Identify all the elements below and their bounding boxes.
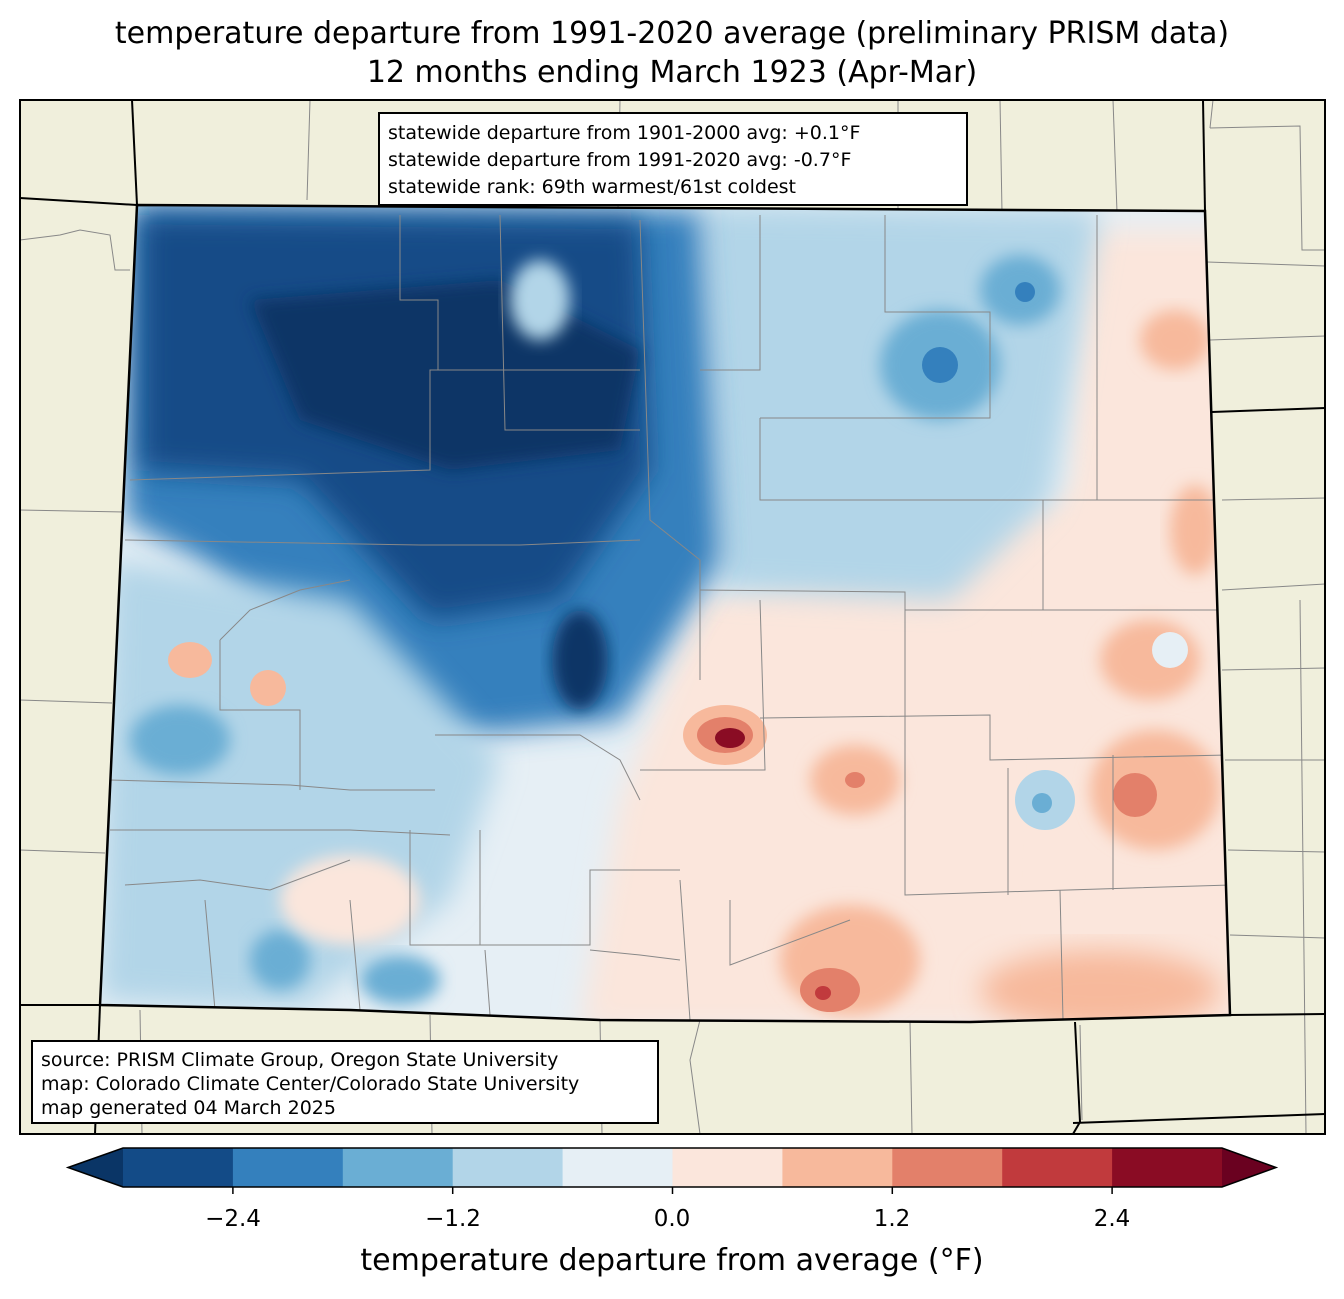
colorbar-tick: −2.4	[205, 1206, 261, 1232]
colorbar-bin	[342, 1148, 454, 1187]
state-border	[98, 203, 1232, 1024]
colorbar-outline	[65, 1147, 1279, 1188]
stats-line-1901-2000: statewide departure from 1901-2000 avg: …	[388, 122, 861, 144]
colorbar-bin	[123, 1148, 234, 1187]
colorbar-over-arrow	[1222, 1148, 1276, 1187]
colorbar-bin	[782, 1148, 893, 1187]
county-lines	[109, 214, 1230, 1021]
colorbar-bin	[562, 1148, 673, 1187]
stats-line-1991-2020: statewide departure from 1991-2020 avg: …	[388, 149, 852, 171]
temperature-field	[100, 205, 1230, 1022]
colorbar-bin	[1112, 1148, 1223, 1187]
colorbar-label: temperature departure from average (°F)	[360, 1243, 984, 1278]
colorbar	[65, 1147, 1279, 1194]
colorbar-tick: 0.0	[653, 1206, 691, 1232]
colorbar-bin	[672, 1148, 783, 1187]
colorbar-bin	[452, 1148, 564, 1187]
colorbar-bin	[232, 1148, 344, 1187]
map-subtitle: 12 months ending March 1923 (Apr-Mar)	[366, 55, 978, 90]
colorbar-bin	[892, 1148, 1003, 1187]
source-line-prism: source: PRISM Climate Group, Oregon Stat…	[41, 1049, 559, 1071]
colorbar-tick: −1.2	[425, 1206, 481, 1232]
colorbar-tick: 2.4	[1093, 1206, 1131, 1232]
colorbar-under-arrow	[68, 1148, 123, 1187]
source-line-generated: map generated 04 March 2025	[41, 1097, 336, 1119]
neighbor-state-borders	[19, 99, 1326, 1135]
source-box: source: PRISM Climate Group, Oregon Stat…	[31, 1040, 659, 1124]
statewide-stats-box: statewide departure from 1901-2000 avg: …	[378, 112, 968, 206]
colorbar-bin	[1002, 1148, 1113, 1187]
map-title: temperature departure from 1991-2020 ave…	[114, 16, 1230, 51]
source-line-map: map: Colorado Climate Center/Colorado St…	[41, 1073, 580, 1095]
colorbar-tick: 1.2	[873, 1206, 911, 1232]
stats-line-rank: statewide rank: 69th warmest/61st coldes…	[388, 176, 797, 198]
map-frame	[19, 99, 1326, 1135]
